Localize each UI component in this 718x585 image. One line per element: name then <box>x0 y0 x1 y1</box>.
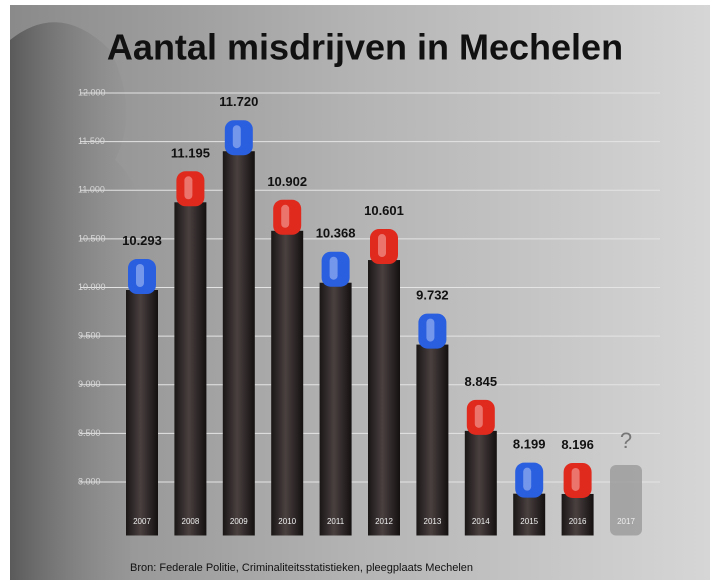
value-label: 10.902 <box>267 174 307 189</box>
x-tick-label: 2012 <box>375 517 393 526</box>
value-label: 8.199 <box>513 437 546 452</box>
hooded-figure <box>10 22 142 580</box>
y-tick-label: 9.000 <box>78 379 101 389</box>
y-tick-label: 8.000 <box>78 476 101 486</box>
x-tick-label: 2017 <box>617 517 635 526</box>
y-tick-label: 11.500 <box>78 136 105 146</box>
x-tick-label: 2009 <box>230 517 248 526</box>
bar <box>416 345 448 536</box>
y-tick-label: 11.000 <box>78 185 105 195</box>
siren-highlight <box>378 234 386 257</box>
y-tick-label: 10.000 <box>78 282 106 292</box>
value-label: 9.732 <box>416 288 449 303</box>
x-tick-label: 2010 <box>278 517 296 526</box>
bar <box>562 494 594 536</box>
x-tick-label: 2016 <box>569 517 587 526</box>
siren-highlight <box>233 125 241 148</box>
bar <box>174 202 206 535</box>
y-tick-label: 9.500 <box>78 331 101 341</box>
x-tick-label: 2014 <box>472 517 490 526</box>
value-label: 10.368 <box>316 226 356 241</box>
value-label: 11.720 <box>219 94 258 109</box>
siren-highlight <box>184 176 192 199</box>
bar <box>223 151 255 535</box>
x-tick-label: 2013 <box>424 517 442 526</box>
bar <box>271 231 303 536</box>
siren-highlight <box>475 405 483 428</box>
x-tick-label: 2015 <box>520 517 538 526</box>
x-tick-label: 2007 <box>133 517 151 526</box>
y-tick-label: 12.000 <box>78 87 106 97</box>
bar <box>126 290 158 535</box>
siren-highlight <box>426 319 434 342</box>
source: Bron: Federale Politie, Criminaliteitsst… <box>130 562 473 574</box>
siren-highlight <box>281 205 289 228</box>
chart: Aantal misdrijven in Mechelen Bron: Fede… <box>0 0 718 585</box>
unknown-label: ? <box>620 428 632 453</box>
x-tick-label: 2011 <box>327 517 345 526</box>
siren-highlight <box>572 468 580 491</box>
y-tick-label: 10.500 <box>78 233 106 243</box>
siren-highlight <box>136 264 144 287</box>
bar <box>513 494 545 536</box>
value-label: 8.196 <box>561 437 594 452</box>
value-label: 11.195 <box>171 145 210 160</box>
value-label: 10.601 <box>364 203 404 218</box>
value-label: 8.845 <box>465 374 498 389</box>
value-label: 10.293 <box>122 233 162 248</box>
bar <box>368 260 400 535</box>
siren-highlight <box>523 468 531 491</box>
x-tick-label: 2008 <box>182 517 200 526</box>
chart-title: Aantal misdrijven in Mechelen <box>107 27 623 68</box>
y-tick-label: 8.500 <box>78 428 101 438</box>
bar <box>320 283 352 536</box>
siren-highlight <box>330 257 338 280</box>
